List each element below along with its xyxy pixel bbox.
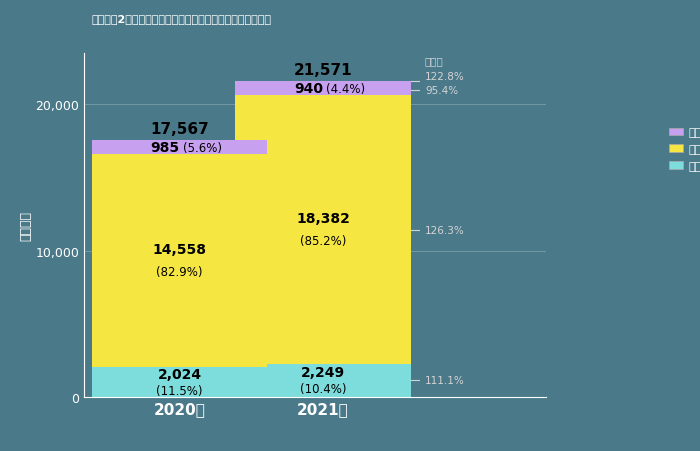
Text: 【グラフ2】インターネット広告媒体費の取引手法別構成比: 【グラフ2】インターネット広告媒体費の取引手法別構成比: [91, 14, 271, 23]
Text: 18,382: 18,382: [296, 212, 350, 226]
Y-axis label: （億円）: （億円）: [20, 211, 32, 240]
Bar: [235, 96, 411, 364]
Bar: [92, 141, 267, 155]
Text: 2,249: 2,249: [301, 365, 345, 379]
Bar: [235, 82, 411, 96]
Text: 2,024: 2,024: [158, 367, 202, 381]
Text: 985: 985: [150, 141, 180, 155]
Text: 前年比: 前年比: [425, 56, 444, 66]
Bar: [235, 364, 411, 397]
Text: 17,567: 17,567: [150, 121, 209, 136]
Bar: [92, 155, 267, 368]
Text: 21,571: 21,571: [294, 63, 352, 78]
Text: 111.1%: 111.1%: [425, 376, 465, 386]
Text: (10.4%): (10.4%): [300, 382, 346, 395]
Text: 940: 940: [294, 82, 323, 96]
Text: (4.4%): (4.4%): [326, 83, 365, 96]
Text: 14,558: 14,558: [153, 243, 206, 257]
Legend: 成果報酬型広告, 運用型広告, 予約型広告: 成果報酬型広告, 運用型広告, 予約型広告: [669, 128, 700, 171]
Text: (11.5%): (11.5%): [156, 384, 203, 397]
Text: (5.6%): (5.6%): [183, 141, 222, 154]
Text: (85.2%): (85.2%): [300, 235, 346, 247]
Text: (82.9%): (82.9%): [156, 266, 203, 279]
Text: 126.3%: 126.3%: [425, 225, 465, 235]
Bar: [92, 368, 267, 397]
Text: 122.8%: 122.8%: [425, 71, 465, 82]
Text: 95.4%: 95.4%: [425, 86, 458, 96]
